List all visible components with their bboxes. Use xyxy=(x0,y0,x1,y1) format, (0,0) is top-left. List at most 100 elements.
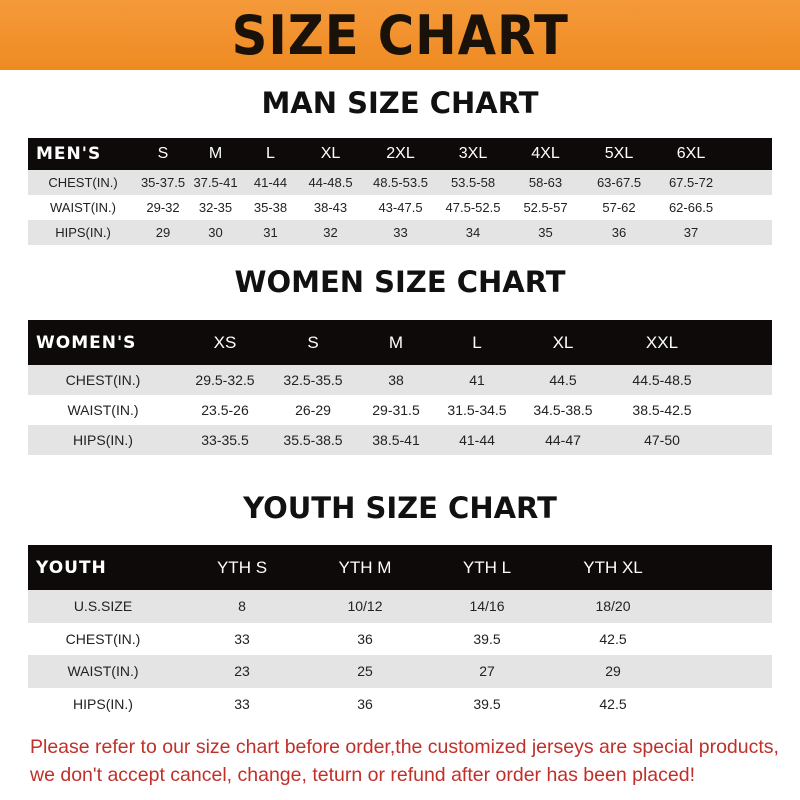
men-heading: MAN SIZE CHART xyxy=(261,86,539,120)
cell: 35-37.5 xyxy=(138,170,188,195)
empty-cell xyxy=(727,195,772,220)
empty-cell xyxy=(676,655,772,688)
empty-cell xyxy=(714,395,772,425)
cell: XS xyxy=(178,320,272,365)
row-label: WAIST(IN.) xyxy=(28,195,138,220)
cell: 41 xyxy=(438,365,516,395)
cell: M xyxy=(354,320,438,365)
order-notice: Please refer to our size chart before or… xyxy=(30,736,779,786)
cell: 34.5-38.5 xyxy=(516,395,610,425)
page-title: SIZE CHART xyxy=(231,3,569,67)
men-size-table: MEN'S S M L XL 2XL 3XL 4XL 5XL 6XL CHEST(IN.) 35-37… xyxy=(28,138,772,245)
table-row: CHEST(IN.) 33 36 39.5 42.5 xyxy=(28,622,772,655)
empty-cell xyxy=(676,622,772,655)
cell: 52.5-57 xyxy=(508,195,583,220)
table-row: WAIST(IN.) 29-32 32-35 35-38 38-43 43-47.5 47.… xyxy=(28,195,772,220)
cell: 36 xyxy=(306,622,424,655)
youth-heading: YOUTH SIZE CHART xyxy=(243,491,557,525)
cell: 29 xyxy=(138,220,188,245)
table-row: CHEST(IN.) 35-37.5 37.5-41 41-44 44-48.5 48.5… xyxy=(28,170,772,195)
cell: 37.5-41 xyxy=(188,170,243,195)
cell: S xyxy=(272,320,354,365)
women-heading: WOMEN SIZE CHART xyxy=(234,265,566,299)
cell: 30 xyxy=(188,220,243,245)
cell: 58-63 xyxy=(508,170,583,195)
cell: 32-35 xyxy=(188,195,243,220)
cell: 38.5-41 xyxy=(354,425,438,455)
cell: 8 xyxy=(178,590,306,623)
table-row: U.S.SIZE 8 10/12 14/16 18/20 xyxy=(28,590,772,623)
table-row: HIPS(IN.) 33 36 39.5 42.5 xyxy=(28,687,772,720)
cell: 31.5-34.5 xyxy=(438,395,516,425)
row-label: HIPS(IN.) xyxy=(28,425,178,455)
cell: 39.5 xyxy=(424,687,550,720)
cell: 29-32 xyxy=(138,195,188,220)
cell: S xyxy=(138,138,188,170)
cell: 33 xyxy=(363,220,438,245)
empty-cell xyxy=(676,687,772,720)
youth-size-table: YOUTH YTH S YTH M YTH L YTH XL U.S.SIZE 8 10/12… xyxy=(28,545,772,720)
cell: 36 xyxy=(583,220,655,245)
cell: 29-31.5 xyxy=(354,395,438,425)
cell: 42.5 xyxy=(550,687,676,720)
cell: 62-66.5 xyxy=(655,195,727,220)
cell: 33 xyxy=(178,622,306,655)
table-row: WAIST(IN.) 23 25 27 29 xyxy=(28,655,772,688)
empty-cell xyxy=(714,425,772,455)
cell: M xyxy=(188,138,243,170)
row-label: WOMEN'S xyxy=(28,320,178,365)
cell: 23 xyxy=(178,655,306,688)
cell: 29 xyxy=(550,655,676,688)
cell: 41-44 xyxy=(438,425,516,455)
cell: 29.5-32.5 xyxy=(178,365,272,395)
empty-cell xyxy=(727,138,772,170)
cell: 26-29 xyxy=(272,395,354,425)
cell: 23.5-26 xyxy=(178,395,272,425)
cell: YTH L xyxy=(424,545,550,590)
cell: 38.5-42.5 xyxy=(610,395,714,425)
cell: 25 xyxy=(306,655,424,688)
cell: 41-44 xyxy=(243,170,298,195)
cell: 27 xyxy=(424,655,550,688)
cell: 33 xyxy=(178,687,306,720)
row-label: CHEST(IN.) xyxy=(28,365,178,395)
row-label: MEN'S xyxy=(28,138,138,170)
cell: 42.5 xyxy=(550,622,676,655)
cell: 38-43 xyxy=(298,195,363,220)
row-label: CHEST(IN.) xyxy=(28,170,138,195)
cell: 10/12 xyxy=(306,590,424,623)
empty-cell xyxy=(714,320,772,365)
cell: YTH S xyxy=(178,545,306,590)
cell: 35-38 xyxy=(243,195,298,220)
cell: 47.5-52.5 xyxy=(438,195,508,220)
cell: L xyxy=(438,320,516,365)
cell: 18/20 xyxy=(550,590,676,623)
table-row: CHEST(IN.) 29.5-32.5 32.5-35.5 38 41 44.5 44.5… xyxy=(28,365,772,395)
empty-cell xyxy=(714,365,772,395)
cell: 36 xyxy=(306,687,424,720)
cell: 33-35.5 xyxy=(178,425,272,455)
row-label: YOUTH xyxy=(28,545,178,590)
cell: 39.5 xyxy=(424,622,550,655)
table-row: HIPS(IN.) 33-35.5 35.5-38.5 38.5-41 41-44 44-… xyxy=(28,425,772,455)
cell: 32.5-35.5 xyxy=(272,365,354,395)
cell: 35.5-38.5 xyxy=(272,425,354,455)
cell: 43-47.5 xyxy=(363,195,438,220)
cell: 63-67.5 xyxy=(583,170,655,195)
cell: 3XL xyxy=(438,138,508,170)
cell: YTH XL xyxy=(550,545,676,590)
cell: 37 xyxy=(655,220,727,245)
cell: 44-47 xyxy=(516,425,610,455)
cell: 6XL xyxy=(655,138,727,170)
cell: 67.5-72 xyxy=(655,170,727,195)
row-label: WAIST(IN.) xyxy=(28,395,178,425)
row-label: CHEST(IN.) xyxy=(28,622,178,655)
cell: 44.5-48.5 xyxy=(610,365,714,395)
cell: XXL xyxy=(610,320,714,365)
header-row: YOUTH YTH S YTH M YTH L YTH XL xyxy=(28,545,772,590)
cell: 53.5-58 xyxy=(438,170,508,195)
empty-cell xyxy=(676,545,772,590)
table-row: HIPS(IN.) 29 30 31 32 33 34 35 36 37 xyxy=(28,220,772,245)
cell: XL xyxy=(298,138,363,170)
cell: 32 xyxy=(298,220,363,245)
